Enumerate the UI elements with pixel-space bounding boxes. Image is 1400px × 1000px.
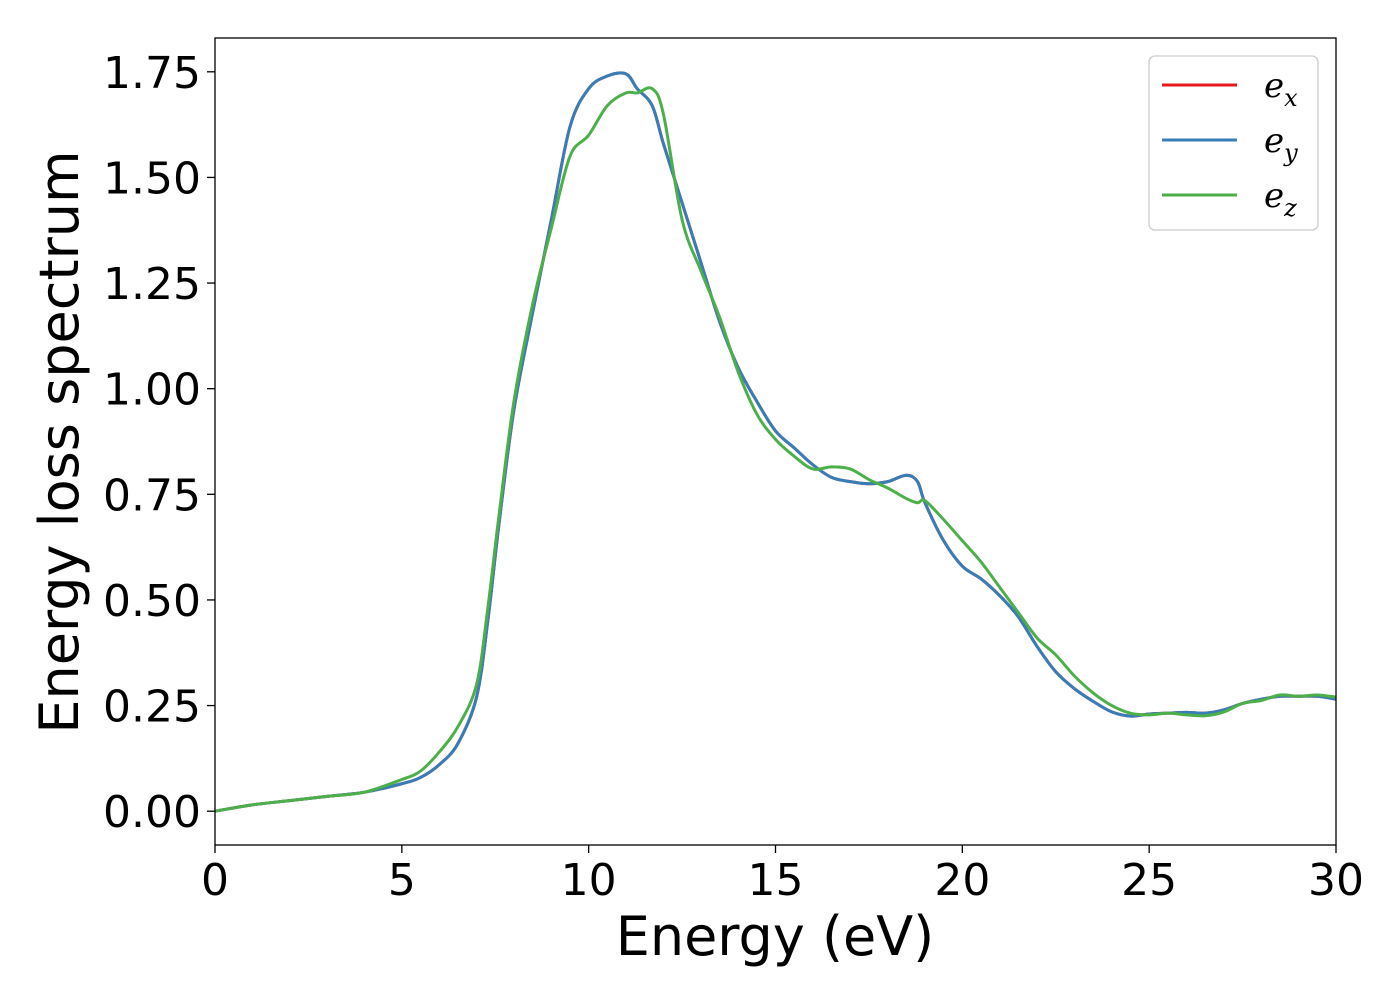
y-axis-title: Energy loss spectrum	[28, 150, 91, 733]
legend-subscript: y	[1283, 139, 1298, 167]
y-tick-label: 0.25	[103, 682, 201, 733]
legend-subscript: z	[1283, 194, 1297, 222]
y-tick-label: 1.75	[103, 48, 201, 99]
y-tick-label: 1.25	[103, 259, 201, 310]
y-tick-label: 0.50	[103, 576, 201, 627]
y-tick-label: 0.75	[103, 470, 201, 521]
x-tick-label: 25	[1121, 855, 1177, 906]
x-tick-label: 30	[1308, 855, 1364, 906]
x-axis-title: Energy (eV)	[616, 905, 935, 968]
legend-box	[1148, 55, 1319, 231]
y-tick-label: 1.00	[103, 365, 201, 416]
x-tick-label: 10	[561, 855, 617, 906]
series-line-e-z	[215, 86, 1336, 813]
series-group	[215, 71, 1336, 813]
y-tick-label: 1.50	[103, 153, 201, 204]
x-tick-label: 5	[388, 855, 416, 906]
legend-subscript: x	[1284, 84, 1298, 112]
axes: 0 5 10 15 20 25 30 0.00 0.25 0.50 0.75 1.00 1.25 1.50…	[103, 37, 1364, 906]
x-tick-label: 20	[934, 855, 990, 906]
x-tick-label: 15	[748, 855, 804, 906]
y-tick-label: 0.00	[103, 787, 201, 838]
x-tick-label: 0	[201, 855, 229, 906]
plot-area	[215, 71, 1336, 813]
